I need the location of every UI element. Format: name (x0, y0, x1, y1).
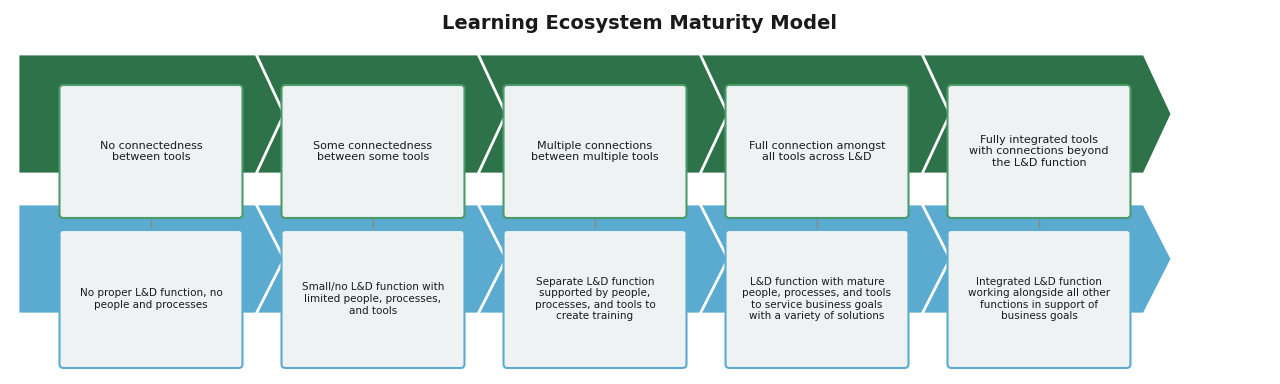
Text: Integrated L&D function
working alongside all other
functions in support of
busi: Integrated L&D function working alongsid… (968, 276, 1110, 321)
Text: No connectedness
between tools: No connectedness between tools (100, 141, 202, 162)
Polygon shape (462, 54, 728, 174)
FancyBboxPatch shape (282, 230, 465, 368)
Polygon shape (18, 54, 284, 174)
FancyBboxPatch shape (59, 230, 242, 368)
Text: Small/no L&D function with
limited people, processes,
and tools: Small/no L&D function with limited peopl… (302, 282, 444, 316)
Text: Learning Ecosystem Maturity Model: Learning Ecosystem Maturity Model (443, 14, 837, 33)
Polygon shape (462, 204, 728, 314)
Text: Separate L&D function
supported by people,
processes, and tools to
create traini: Separate L&D function supported by peopl… (535, 276, 655, 321)
Text: Fully integrated tools
with connections beyond
the L&D function: Fully integrated tools with connections … (969, 135, 1108, 168)
Polygon shape (906, 204, 1172, 314)
FancyBboxPatch shape (503, 230, 686, 368)
Polygon shape (241, 204, 506, 314)
Text: Multiple connections
between multiple tools: Multiple connections between multiple to… (531, 141, 659, 162)
Text: Full connection amongst
all tools across L&D: Full connection amongst all tools across… (749, 141, 886, 162)
Polygon shape (241, 54, 506, 174)
FancyBboxPatch shape (947, 230, 1130, 368)
Text: No proper L&D function, no
people and processes: No proper L&D function, no people and pr… (79, 288, 223, 310)
Polygon shape (906, 54, 1172, 174)
Text: Some connectedness
between some tools: Some connectedness between some tools (314, 141, 433, 162)
FancyBboxPatch shape (947, 85, 1130, 218)
Text: L&D function with mature
people, processes, and tools
to service business goals
: L&D function with mature people, process… (742, 276, 891, 321)
FancyBboxPatch shape (726, 230, 909, 368)
FancyBboxPatch shape (282, 85, 465, 218)
FancyBboxPatch shape (503, 85, 686, 218)
Polygon shape (18, 204, 284, 314)
FancyBboxPatch shape (59, 85, 242, 218)
FancyBboxPatch shape (726, 85, 909, 218)
Polygon shape (684, 204, 950, 314)
Polygon shape (684, 54, 950, 174)
